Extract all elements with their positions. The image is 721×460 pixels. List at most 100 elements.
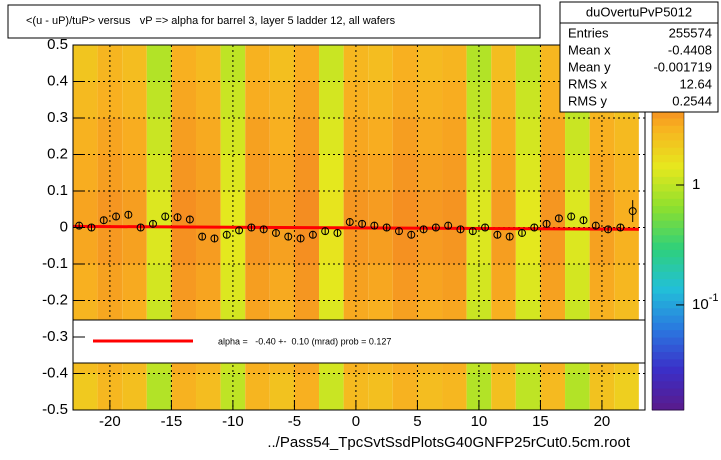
colorbar-step [652, 249, 684, 258]
heat-cell [171, 264, 197, 301]
heat-cell [442, 81, 467, 118]
heat-cell [245, 264, 270, 301]
heat-cell [269, 81, 295, 118]
colorbar-step [652, 147, 684, 155]
heat-cell [515, 373, 541, 410]
heat-cell [417, 45, 443, 82]
heat-cell [269, 191, 295, 228]
colorbar-step [652, 373, 684, 382]
heat-cell [319, 373, 344, 410]
colorbar-step [652, 118, 684, 126]
heat-cell [146, 118, 172, 155]
colorbar-step [652, 300, 684, 309]
x-tick-label: 10 [471, 413, 488, 430]
profile-point [333, 228, 342, 237]
heat-cell [73, 81, 98, 118]
colorbar-step [652, 139, 684, 148]
heat-cell [122, 154, 147, 191]
heat-cell [417, 373, 443, 410]
colorbar-step [652, 234, 684, 243]
heat-cell [565, 227, 590, 264]
heat-cell [245, 118, 270, 155]
heat-cell [565, 373, 590, 410]
colorbar-step [652, 205, 684, 214]
y-tick-label: 0.5 [47, 36, 68, 53]
heat-cell [442, 227, 467, 264]
heat-cell [294, 191, 320, 228]
heat-cell [540, 118, 566, 155]
heat-cell [515, 118, 541, 155]
colorbar-step [652, 161, 684, 170]
heat-cell [269, 227, 295, 264]
z-tick-label: 10-1 [692, 292, 718, 313]
heat-cell [442, 373, 467, 410]
colorbar-step [652, 242, 684, 250]
y-tick-label: -0.1 [42, 255, 68, 272]
heat-cell [319, 45, 344, 82]
heat-cell [442, 191, 467, 228]
heat-cell [122, 191, 147, 228]
heat-cell [319, 154, 344, 191]
stats-key: RMS x [568, 76, 608, 91]
stats-key: Entries [568, 25, 609, 40]
profile-point [604, 225, 613, 234]
heat-cell [245, 191, 270, 228]
colorbar-step [652, 176, 684, 185]
colorbar-step [652, 402, 684, 411]
heat-cell [146, 81, 172, 118]
heat-cell [417, 118, 443, 155]
heat-cell [294, 45, 320, 82]
profile-point [481, 223, 490, 232]
heat-cell [146, 264, 172, 301]
heat-cell [122, 81, 147, 118]
heat-cell [417, 227, 443, 264]
profile-point [308, 230, 317, 239]
heat-cell [368, 118, 393, 155]
heat-cell [319, 191, 344, 228]
stats-value: 255574 [669, 25, 712, 40]
heat-cell [565, 154, 590, 191]
heat-cell [614, 264, 639, 301]
profile-point [554, 214, 563, 223]
heat-cell [122, 45, 147, 82]
heat-cell [491, 81, 516, 118]
heat-cell [319, 81, 344, 118]
profile-point [136, 223, 145, 232]
heat-cell [269, 154, 295, 191]
colorbar-step [652, 212, 684, 221]
heat-cell [196, 118, 221, 155]
heat-cell [368, 81, 393, 118]
heat-cell [269, 45, 295, 82]
x-tick-label: -15 [161, 413, 183, 430]
stats-value: 0.2544 [672, 93, 712, 108]
heat-cell [196, 191, 221, 228]
heat-cell [614, 154, 639, 191]
profile-point [124, 210, 133, 219]
y-tick-label: 0.1 [47, 182, 68, 199]
x-tick-label: -10 [222, 413, 244, 430]
colorbar-step [652, 183, 684, 192]
heat-cell [565, 118, 590, 155]
heat-cell [171, 154, 197, 191]
profile-point [198, 232, 207, 241]
heat-cell [614, 191, 639, 228]
colorbar-step [652, 191, 684, 199]
heat-cell [245, 373, 270, 410]
y-tick-label: -0.3 [42, 328, 68, 345]
heat-cell [73, 227, 98, 264]
heat-cell [515, 191, 541, 228]
profile-point [222, 230, 231, 239]
heat-cell [540, 154, 566, 191]
heat-cell [122, 118, 147, 155]
colorbar-step [652, 227, 684, 236]
heat-cell [196, 264, 221, 301]
heat-cell [417, 154, 443, 191]
colorbar-step [652, 125, 684, 134]
heat-cell [614, 373, 639, 410]
heat-cell [245, 154, 270, 191]
colorbar-step [652, 337, 684, 345]
heat-cell [442, 118, 467, 155]
heat-cell [196, 154, 221, 191]
profile-point [173, 213, 182, 222]
heat-cell [392, 154, 418, 191]
